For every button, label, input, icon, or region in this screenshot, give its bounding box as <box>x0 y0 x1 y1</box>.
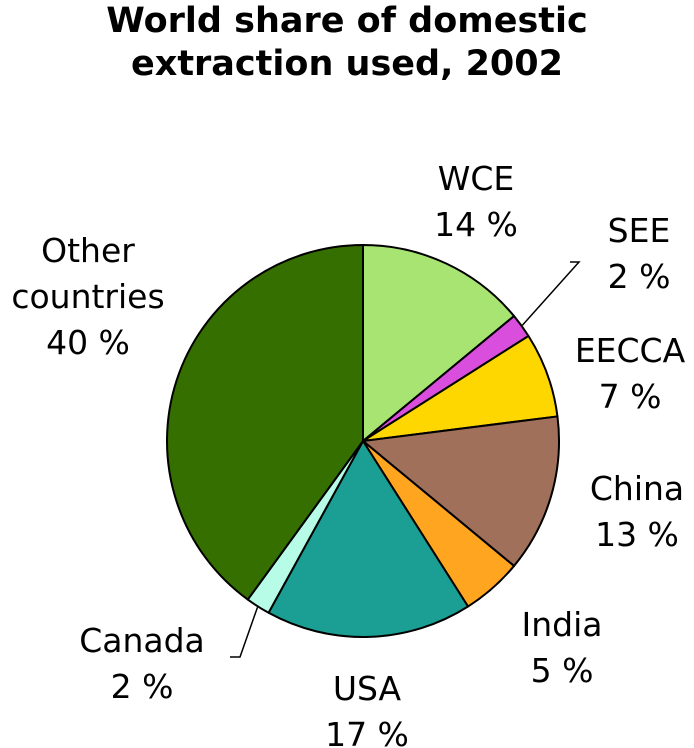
leader-lines <box>230 261 581 658</box>
slice-name-label-wce: WCE <box>438 159 515 198</box>
slice-value-label-eecca: 7 % <box>599 377 662 416</box>
slice-name-label-other-countries-line-1: Other <box>41 231 135 270</box>
slice-name-label-china: China <box>590 469 684 508</box>
slice-value-label-canada: 2 % <box>111 667 174 706</box>
slice-value-label-india: 5 % <box>531 651 594 690</box>
slice-name-label-eecca: EECCA <box>575 331 686 370</box>
slice-value-label-wce: 14 % <box>434 205 518 244</box>
slice-value-label-see: 2 % <box>608 257 671 296</box>
leader-line-see <box>521 261 581 326</box>
slice-name-label-other-countries-line-2: countries <box>11 277 164 316</box>
slice-labels: WCE 14 % SEE 2 % EECCA 7 % China 13 % India 5 % US… <box>11 159 685 748</box>
slice-name-label-canada: Canada <box>79 621 205 660</box>
chart-title: World share of domestic extraction used,… <box>0 0 694 86</box>
slice-name-label-india: India <box>522 605 603 644</box>
leader-line-canada <box>230 607 259 658</box>
pie-slice-wce <box>362 244 516 442</box>
pie-slices <box>166 244 560 638</box>
slice-value-label-other-countries: 40 % <box>46 323 130 362</box>
chart-title-line-1: World share of domestic <box>106 1 588 41</box>
slice-value-label-china: 13 % <box>595 515 679 554</box>
slice-value-label-usa: 17 % <box>325 715 409 748</box>
pie-slice-other-countries <box>166 244 364 601</box>
pie-slice-china <box>362 415 560 567</box>
slice-name-label-usa: USA <box>333 669 402 708</box>
chart-title-line-2: extraction used, 2002 <box>131 44 563 84</box>
slice-name-label-see: SEE <box>608 211 671 250</box>
pie-slice-usa <box>267 440 470 638</box>
